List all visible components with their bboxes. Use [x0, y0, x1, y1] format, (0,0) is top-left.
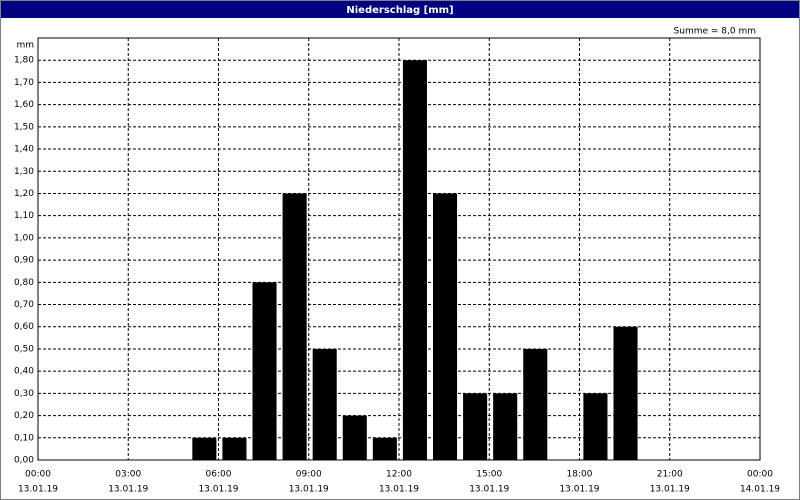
- y-tick-label: 0,80: [14, 278, 34, 288]
- bar: [312, 348, 337, 460]
- x-tick-date: 14.01.19: [740, 485, 780, 495]
- y-tick-label: 1,10: [14, 211, 34, 221]
- y-tick-label: 1,70: [14, 78, 34, 88]
- y-tick-label: 1,30: [14, 167, 34, 177]
- bar: [372, 437, 397, 460]
- x-tick-date: 13.01.19: [379, 485, 419, 495]
- bar: [583, 393, 608, 460]
- x-tick-label: 03:00: [115, 470, 141, 480]
- y-unit: mm: [16, 41, 34, 51]
- bar: [192, 437, 217, 460]
- y-tick-label: 0,20: [14, 411, 34, 421]
- y-tick-label: 1,40: [14, 145, 34, 155]
- y-tick-label: 0,40: [14, 367, 34, 377]
- bar: [402, 60, 427, 461]
- x-tick-date: 13.01.19: [108, 485, 148, 495]
- bar: [342, 415, 367, 460]
- bar: [493, 393, 518, 460]
- bar: [282, 193, 307, 460]
- x-tick-label: 06:00: [206, 470, 232, 480]
- x-tick-label: 21:00: [657, 470, 683, 480]
- x-tick-date: 13.01.19: [559, 485, 599, 495]
- y-tick-label: 0,30: [14, 389, 34, 399]
- y-tick-label: 0,70: [14, 300, 34, 310]
- x-tick-date: 13.01.19: [650, 485, 690, 495]
- y-tick-label: 0,90: [14, 256, 34, 266]
- y-tick-label: 0,10: [14, 433, 34, 443]
- y-tick-label: 1,80: [14, 56, 34, 66]
- annotation: Summe = 8,0 mm: [674, 27, 756, 37]
- x-tick-label: 00:00: [747, 470, 773, 480]
- y-tick-label: 1,50: [14, 122, 34, 132]
- x-tick-label: 12:00: [386, 470, 412, 480]
- y-tick-label: 0,50: [14, 344, 34, 354]
- x-tick-label: 15:00: [476, 470, 502, 480]
- y-tick-label: 1,00: [14, 233, 34, 243]
- y-tick-label: 1,20: [14, 189, 34, 199]
- x-tick-date: 13.01.19: [18, 485, 58, 495]
- bar: [432, 193, 458, 460]
- y-tick-label: 0,60: [14, 322, 34, 332]
- x-tick-label: 18:00: [567, 470, 593, 480]
- x-tick-label: 00:00: [25, 470, 51, 480]
- chart-title: Niederschlag [mm]: [346, 5, 453, 16]
- bar: [222, 437, 247, 460]
- x-tick-date: 13.01.19: [198, 485, 238, 495]
- title-bar: [1, 1, 799, 18]
- y-tick-label: 1,60: [14, 100, 34, 110]
- bar: [252, 282, 277, 460]
- bar: [613, 326, 638, 460]
- x-tick-date: 13.01.19: [469, 485, 509, 495]
- x-tick-date: 13.01.19: [289, 485, 329, 495]
- bar: [523, 348, 548, 460]
- y-tick-label: 0,00: [14, 456, 34, 466]
- x-tick-label: 09:00: [296, 470, 322, 480]
- bar: [463, 393, 488, 460]
